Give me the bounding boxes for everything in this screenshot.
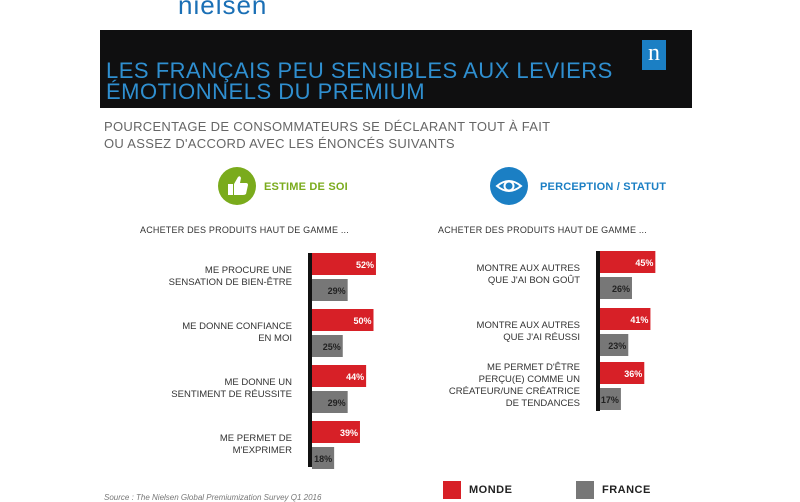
intro-right: ACHETER DES PRODUITS HAUT DE GAMME ... bbox=[438, 225, 647, 235]
category-label: ME PERMET DE bbox=[220, 433, 292, 444]
category-label: MONTRE AUX AUTRES bbox=[477, 320, 580, 331]
bar-monde bbox=[312, 421, 360, 443]
data-label: 41% bbox=[630, 315, 648, 325]
legend-label-monde: MONDE bbox=[469, 484, 513, 496]
category-label: DE TENDANCES bbox=[506, 398, 580, 409]
legend-swatch-monde bbox=[443, 481, 461, 499]
legend-item-monde: MONDE bbox=[443, 481, 512, 499]
data-label: 18% bbox=[314, 454, 332, 464]
category-label: ME PROCURE UNE bbox=[205, 265, 292, 276]
data-label: 23% bbox=[608, 341, 626, 351]
data-label: 29% bbox=[328, 398, 346, 408]
source-note: Source : The Nielsen Global Premiumizati… bbox=[104, 493, 322, 502]
section-title-estime: ESTIME DE SOI bbox=[264, 181, 348, 193]
nielsen-logo-text: nielsen bbox=[178, 0, 268, 20]
bar-monde bbox=[312, 253, 376, 275]
data-label: 17% bbox=[601, 395, 619, 405]
category-label: M'EXPRIMER bbox=[233, 445, 292, 456]
legend-item-france: FRANCE bbox=[576, 481, 651, 499]
data-label: 44% bbox=[346, 372, 364, 382]
category-label: PERÇU(E) COMME UN bbox=[479, 374, 580, 385]
bar-france bbox=[312, 447, 335, 469]
bar-france bbox=[312, 335, 343, 357]
subtitle-line-1: POURCENTAGE DE CONSOMMATEURS SE DÉCLARAN… bbox=[104, 119, 551, 134]
nielsen-brand-mark: n bbox=[642, 40, 666, 70]
data-label: 52% bbox=[356, 260, 374, 270]
category-label: SENTIMENT DE RÉUSSITE bbox=[171, 389, 292, 400]
eye-icon bbox=[490, 167, 528, 205]
category-label: ME DONNE UN bbox=[224, 377, 292, 388]
data-label: 39% bbox=[340, 428, 358, 438]
bar-france bbox=[600, 334, 629, 356]
legend-swatch-france bbox=[576, 481, 594, 499]
data-label: 45% bbox=[635, 258, 653, 268]
thumbs-up-icon bbox=[218, 167, 256, 205]
data-label: 25% bbox=[323, 342, 341, 352]
category-label: ME PERMET D'ÊTRE bbox=[487, 362, 580, 373]
axis-line bbox=[596, 251, 600, 411]
bar-monde bbox=[312, 365, 367, 387]
category-label: QUE J'AI BON GOÛT bbox=[488, 275, 580, 286]
legend-label-france: FRANCE bbox=[602, 484, 651, 496]
subtitle-line-2: OU ASSEZ D'ACCORD AVEC LES ÉNONCÉS SUIVA… bbox=[104, 136, 455, 151]
bar-france bbox=[600, 277, 632, 299]
bar-france bbox=[312, 279, 348, 301]
bar-france bbox=[600, 388, 621, 410]
page-title: LES FRANÇAIS PEU SENSIBLES AUX LEVIERS É… bbox=[106, 58, 613, 104]
category-label: CRÉATEUR/UNE CRÉATRICE bbox=[449, 386, 580, 397]
bar-monde bbox=[600, 362, 645, 384]
bar-monde bbox=[600, 308, 651, 330]
category-label: EN MOI bbox=[258, 333, 292, 344]
section-title-perception: PERCEPTION / STATUT bbox=[540, 181, 667, 193]
category-label: QUE J'AI RÉUSSI bbox=[503, 332, 580, 343]
bar-france bbox=[312, 391, 348, 413]
category-label: MONTRE AUX AUTRES bbox=[477, 263, 580, 274]
data-label: 29% bbox=[328, 286, 346, 296]
axis-line bbox=[308, 253, 312, 467]
subtitle: POURCENTAGE DE CONSOMMATEURS SE DÉCLARAN… bbox=[104, 118, 624, 152]
category-label: SENSATION DE BIEN-ÊTRE bbox=[169, 277, 292, 288]
category-label: ME DONNE CONFIANCE bbox=[182, 321, 292, 332]
bar-monde bbox=[600, 251, 656, 273]
title-banner: LES FRANÇAIS PEU SENSIBLES AUX LEVIERS É… bbox=[100, 30, 692, 108]
intro-left: ACHETER DES PRODUITS HAUT DE GAMME ... bbox=[140, 225, 349, 235]
data-label: 36% bbox=[624, 369, 642, 379]
bar-monde bbox=[312, 309, 374, 331]
data-label: 26% bbox=[612, 284, 630, 294]
data-label: 50% bbox=[353, 316, 371, 326]
